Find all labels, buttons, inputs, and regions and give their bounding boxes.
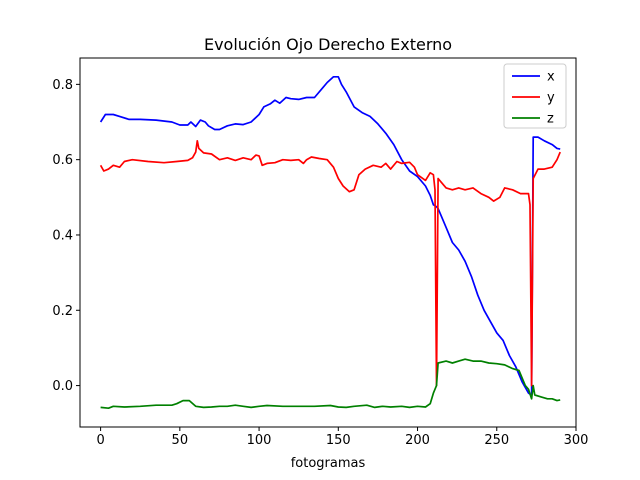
x-tick-label: 100 [247, 433, 272, 448]
x-tick-label: 250 [484, 433, 509, 448]
y-tick-label: 0.8 [52, 78, 73, 93]
x-tick-label: 0 [96, 433, 104, 448]
series-line-z [100, 358, 561, 410]
x-tick-label: 200 [405, 433, 430, 448]
plot-area: 0 50 100 150 200 250 300 0.0 0.2 0.4 0.6 0.8 xyz [52, 57, 589, 448]
y-tick-label: 0.4 [52, 228, 73, 243]
x-axis-label: fotogramas [291, 456, 366, 471]
y-tick-label: 0.2 [52, 304, 73, 319]
y-tick-label: 0.6 [52, 153, 73, 168]
legend-label-y: y [547, 91, 555, 106]
legend-box [503, 63, 567, 129]
x-tick-label: 50 [172, 433, 189, 448]
series-line-x [99, 75, 561, 396]
axes-frame [79, 57, 577, 428]
x-tick-label: 300 [564, 433, 589, 448]
legend-label-x: x [547, 70, 555, 85]
legend-label-z: z [547, 112, 554, 127]
series-line-y [99, 139, 561, 387]
chart-title: Evolución Ojo Derecho Externo [204, 35, 452, 54]
x-tick-label: 150 [326, 433, 351, 448]
y-tick-label: 0.0 [52, 379, 73, 394]
